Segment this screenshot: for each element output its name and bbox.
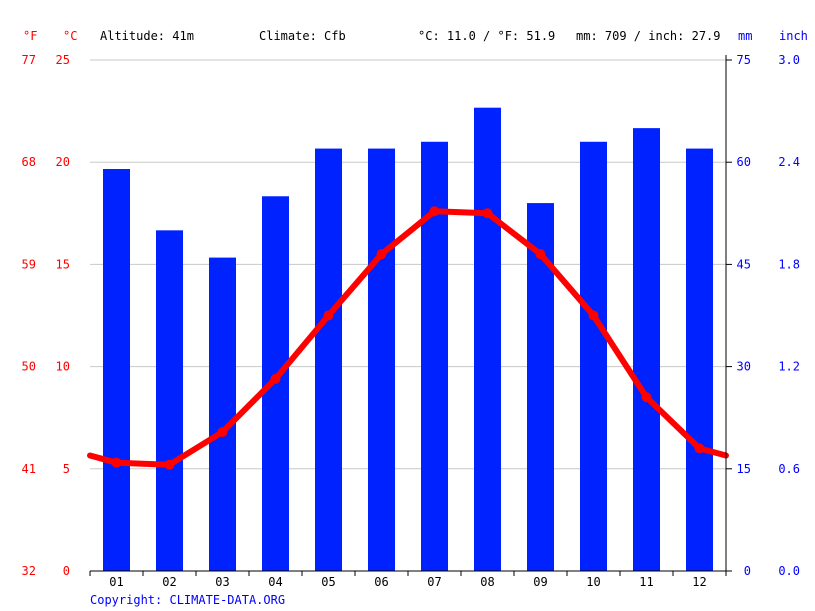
altitude-label: Altitude: 41m	[100, 29, 194, 43]
fahrenheit-unit-label: °F	[23, 29, 37, 43]
celsius-tick-label: 20	[56, 155, 70, 169]
fahrenheit-tick-label: 77	[22, 53, 36, 67]
celsius-tick-label: 10	[56, 360, 70, 374]
temperature-point	[694, 443, 705, 454]
precipitation-bar	[103, 169, 130, 571]
tick-labels: 32 0 0 0.0 41 5 15 0.6 50 10 30 1.2 59 15 45 1.8 68 20 60 2…	[22, 53, 800, 589]
temperature-point	[535, 249, 546, 260]
month-label: 04	[268, 575, 282, 589]
temperature-point	[111, 457, 122, 468]
month-label: 01	[109, 575, 123, 589]
celsius-tick-label: 5	[63, 462, 70, 476]
precipitation-bar	[580, 141, 607, 571]
precipitation-bar	[315, 148, 342, 571]
inch-tick-label: 2.4	[778, 155, 800, 169]
axes	[89, 55, 732, 576]
month-label: 12	[692, 575, 706, 589]
month-label: 05	[321, 575, 335, 589]
temperature-point	[164, 459, 175, 470]
inch-tick-label: 1.8	[778, 257, 800, 271]
inch-tick-label: 3.0	[778, 53, 800, 67]
month-label: 06	[374, 575, 388, 589]
fahrenheit-tick-label: 50	[22, 360, 36, 374]
temperature-point	[641, 392, 652, 403]
fahrenheit-tick-label: 59	[22, 257, 36, 271]
precipitation-bar	[686, 148, 713, 571]
temperature-point	[323, 310, 334, 321]
month-label: 07	[427, 575, 441, 589]
precipitation-bar	[421, 141, 448, 571]
mm-tick-label: 75	[737, 53, 751, 67]
inch-tick-label: 0.0	[778, 564, 800, 578]
temperature-point	[217, 427, 228, 438]
temperature-point	[270, 373, 281, 384]
month-label: 09	[533, 575, 547, 589]
mm-tick-label: 15	[737, 462, 751, 476]
temperature-point	[429, 206, 440, 217]
month-label: 11	[639, 575, 653, 589]
precipitation-bars	[103, 107, 713, 572]
inch-unit-label: inch	[779, 29, 808, 43]
inch-tick-label: 1.2	[778, 360, 800, 374]
celsius-tick-label: 0	[63, 564, 70, 578]
mm-tick-label: 0	[744, 564, 751, 578]
precipitation-bar	[474, 107, 501, 572]
precipitation-bar	[633, 128, 660, 571]
average-temperature-label: °C: 11.0 / °F: 51.9	[418, 29, 555, 43]
temperature-point	[588, 310, 599, 321]
inch-tick-label: 0.6	[778, 462, 800, 476]
total-precipitation-label: mm: 709 / inch: 27.9	[576, 29, 721, 43]
climate-label: Climate: Cfb	[259, 29, 346, 43]
month-label: 10	[586, 575, 600, 589]
celsius-tick-label: 15	[56, 257, 70, 271]
fahrenheit-tick-label: 32	[22, 564, 36, 578]
fahrenheit-tick-label: 41	[22, 462, 36, 476]
precipitation-bar	[156, 230, 183, 572]
month-label: 08	[480, 575, 494, 589]
mm-tick-label: 30	[737, 360, 751, 374]
temperature-line-path	[87, 208, 729, 468]
precipitation-bar	[368, 148, 395, 571]
temperature-point	[376, 249, 387, 260]
temperature-point	[482, 208, 493, 219]
fahrenheit-tick-label: 68	[22, 155, 36, 169]
month-label: 03	[215, 575, 229, 589]
month-label: 02	[162, 575, 176, 589]
temperature-line	[87, 206, 729, 470]
celsius-unit-label: °C	[63, 29, 77, 43]
celsius-tick-label: 25	[56, 53, 70, 67]
copyright-text: Copyright: CLIMATE-DATA.ORG	[90, 593, 285, 607]
mm-tick-label: 45	[737, 257, 751, 271]
precipitation-bar	[209, 257, 236, 571]
gridlines	[90, 59, 726, 470]
mm-tick-label: 60	[737, 155, 751, 169]
mm-unit-label: mm	[738, 29, 752, 43]
